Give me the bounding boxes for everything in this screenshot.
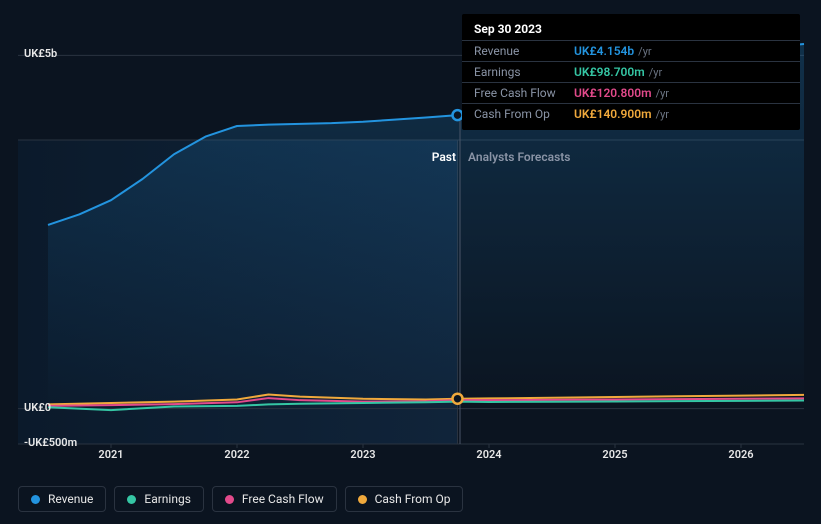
x-tick-label: 2023: [350, 448, 375, 461]
legend-dot: [225, 495, 234, 504]
forecast-period-label: Analysts Forecasts: [468, 150, 570, 164]
chart-tooltip: Sep 30 2023 Revenue UK£4.154b /yr Earnin…: [462, 14, 800, 130]
tooltip-value: UK£4.154b: [574, 44, 634, 58]
legend-item-revenue[interactable]: Revenue: [18, 486, 106, 512]
tooltip-label: Earnings: [474, 65, 574, 79]
legend-label: Earnings: [144, 492, 191, 506]
tooltip-value: UK£98.700m: [574, 65, 645, 79]
tooltip-unit: /yr: [656, 108, 669, 121]
legend-dot: [127, 495, 136, 504]
legend-dot: [358, 495, 367, 504]
tooltip-row-earnings: Earnings UK£98.700m /yr: [462, 61, 800, 82]
chart-legend: Revenue Earnings Free Cash Flow Cash Fro…: [18, 486, 463, 512]
tooltip-row-revenue: Revenue UK£4.154b /yr: [462, 40, 800, 61]
tooltip-label: Free Cash Flow: [474, 86, 574, 100]
legend-item-cfo[interactable]: Cash From Op: [345, 486, 464, 512]
tooltip-value: UK£140.900m: [574, 107, 652, 121]
x-tick-label: 2025: [602, 448, 627, 461]
y-tick-label: UK£5b: [24, 47, 57, 60]
tooltip-value: UK£120.800m: [574, 86, 652, 100]
y-tick-label: UK£0: [24, 401, 51, 414]
legend-label: Revenue: [48, 492, 93, 506]
tooltip-unit: /yr: [649, 66, 662, 79]
tooltip-unit: /yr: [638, 45, 651, 58]
financial-chart: UK£5bUK£0-UK£500m Past Analysts Forecast…: [0, 0, 821, 524]
tooltip-row-fcf: Free Cash Flow UK£120.800m /yr: [462, 82, 800, 103]
tooltip-row-cfo: Cash From Op UK£140.900m /yr: [462, 103, 800, 124]
x-tick-label: 2024: [476, 448, 501, 461]
x-tick-label: 2021: [98, 448, 123, 461]
legend-label: Cash From Op: [375, 492, 451, 506]
legend-dot: [31, 495, 40, 504]
x-tick-label: 2026: [728, 448, 753, 461]
legend-label: Free Cash Flow: [242, 492, 324, 506]
tooltip-label: Revenue: [474, 44, 574, 58]
x-tick-label: 2022: [224, 448, 249, 461]
past-period-label: Past: [432, 150, 456, 164]
legend-item-earnings[interactable]: Earnings: [114, 486, 204, 512]
legend-item-fcf[interactable]: Free Cash Flow: [212, 486, 337, 512]
tooltip-date: Sep 30 2023: [462, 20, 800, 40]
tooltip-unit: /yr: [656, 87, 669, 100]
x-axis-labels: 2021 2022 2023 2024 2025 2026: [0, 448, 821, 468]
tooltip-label: Cash From Op: [474, 107, 574, 121]
